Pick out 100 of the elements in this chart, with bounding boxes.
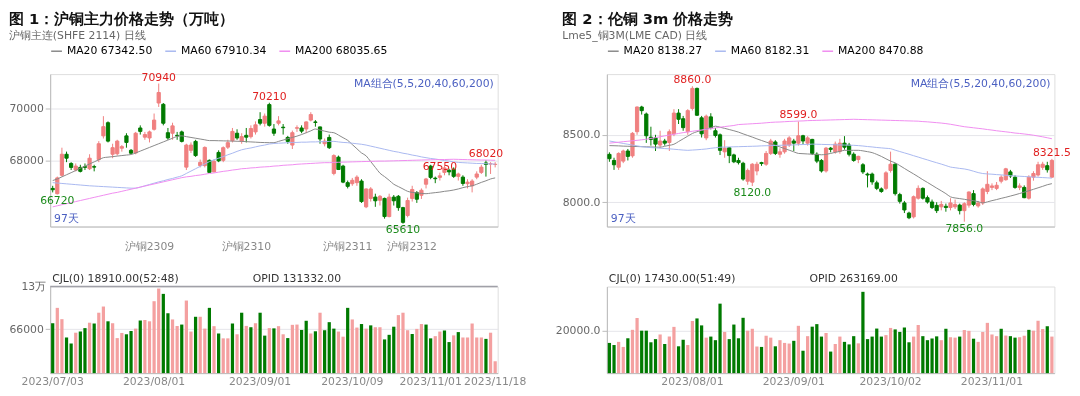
ref-line-label: 13万 — [21, 279, 47, 293]
bar — [1036, 320, 1040, 374]
bar — [392, 326, 396, 374]
annotation: 8599.0 — [779, 108, 818, 122]
bar — [175, 325, 179, 374]
bar — [217, 333, 221, 374]
bar — [69, 343, 73, 374]
bar — [424, 324, 428, 374]
bar — [981, 331, 985, 374]
bar — [410, 334, 414, 374]
bar — [925, 340, 930, 374]
text: CJL(0) 17430.00(51:49) — [608, 271, 736, 285]
bar — [193, 316, 198, 374]
annotation: 97天 — [54, 211, 79, 225]
bar — [433, 336, 437, 374]
bar — [948, 337, 953, 374]
candlestick — [161, 102, 166, 126]
y-tick-label: 68000 — [9, 154, 44, 168]
bar — [318, 312, 322, 374]
x-tick-label: 2023/10/02 — [859, 375, 922, 389]
y-tick-label: 66000 — [9, 322, 44, 336]
bar — [741, 317, 745, 374]
bar — [709, 336, 713, 374]
bar — [134, 328, 138, 374]
bar — [1013, 337, 1017, 374]
bar — [267, 328, 271, 374]
bar — [230, 323, 235, 374]
bar — [479, 337, 483, 374]
bar — [323, 330, 327, 374]
bar — [782, 342, 787, 374]
candlestick — [644, 112, 649, 144]
candlestick — [888, 151, 893, 174]
bar — [607, 342, 612, 374]
candlestick — [796, 120, 801, 147]
bar — [621, 346, 625, 374]
bar — [415, 328, 419, 374]
candlestick — [405, 197, 410, 218]
y-tick-label: 70000 — [9, 101, 44, 115]
bar — [787, 343, 791, 374]
bar — [327, 322, 331, 374]
annotation: MA组合(5,5,20,40,60,200) — [353, 76, 494, 90]
bar — [994, 336, 999, 374]
bar — [235, 334, 239, 374]
candlestick — [611, 157, 617, 171]
bar — [1008, 336, 1013, 374]
annotation: 7856.0 — [945, 221, 984, 235]
bar — [143, 319, 147, 374]
bar — [244, 325, 248, 374]
candlestick — [685, 108, 690, 136]
bar — [635, 318, 639, 374]
bar — [101, 306, 106, 374]
bar — [276, 326, 281, 374]
bar — [806, 336, 810, 374]
bar — [258, 312, 262, 374]
bar — [967, 330, 971, 374]
legend-label: MA60 8182.31 — [730, 44, 810, 58]
bar — [971, 338, 976, 374]
bar — [438, 331, 442, 374]
x-tick-label: 2023/11/01 — [399, 375, 462, 389]
bar — [792, 340, 796, 374]
annotation: 67550 — [422, 159, 458, 173]
bar — [369, 325, 373, 374]
bar — [879, 336, 883, 374]
bar — [87, 322, 92, 374]
bar — [704, 337, 708, 374]
bar — [309, 333, 313, 374]
text: CJL(0) 18910.00(52:48) — [52, 271, 179, 285]
annotation: 70940 — [141, 70, 177, 84]
bar — [815, 324, 819, 374]
bar — [732, 324, 736, 374]
x-tick-label: 2023/11/01 — [960, 375, 1024, 389]
candlestick — [96, 140, 101, 163]
bar — [939, 340, 943, 374]
bar — [824, 332, 828, 374]
bar — [953, 337, 957, 374]
bar — [359, 324, 364, 374]
bar — [313, 331, 318, 374]
bar — [676, 346, 681, 374]
bar — [465, 337, 470, 374]
bar — [442, 330, 447, 374]
bar — [249, 327, 253, 374]
bar — [493, 361, 497, 374]
bar — [999, 328, 1003, 374]
bar — [718, 303, 722, 374]
bar — [829, 351, 833, 374]
x-tick-label: 沪铜2309 — [124, 239, 175, 253]
bar — [64, 337, 69, 374]
bar — [212, 326, 216, 374]
chart-subtitle: 沪铜主连(SHFE 2114) 日线 — [8, 28, 146, 42]
x-tick-label: 2023/08/01 — [661, 375, 724, 389]
bar — [746, 330, 750, 374]
bar — [902, 327, 907, 374]
bar — [207, 307, 212, 374]
bar — [764, 335, 768, 374]
bar — [1045, 326, 1049, 374]
bar — [299, 329, 304, 374]
bar — [124, 334, 129, 374]
bar — [295, 324, 299, 374]
bar — [856, 343, 860, 374]
bar — [898, 331, 902, 374]
